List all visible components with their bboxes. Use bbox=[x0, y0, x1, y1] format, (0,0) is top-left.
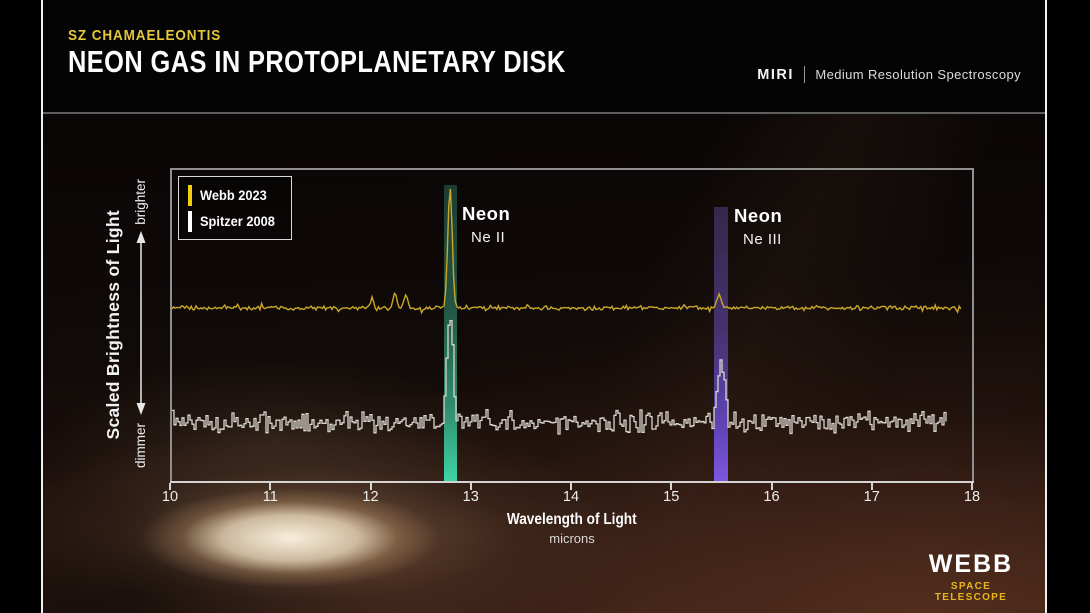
x-tick-mark bbox=[169, 483, 171, 490]
annotation-ne3-subtitle: Ne III bbox=[743, 231, 782, 248]
x-tick-labels: 10 11 12 13 14 15 16 17 18 bbox=[162, 489, 980, 507]
annotation-ne3-title: Neon bbox=[734, 205, 783, 226]
x-tick-label: 10 bbox=[161, 489, 179, 505]
header: SZ CHAMAELEONTIS NEON GAS IN PROTOPLANET… bbox=[43, 0, 1045, 114]
y-axis-title-text: Scaled Brightness of Light bbox=[102, 209, 123, 440]
x-tick-marks bbox=[169, 483, 974, 491]
neon-ne3-highlight-band bbox=[714, 207, 728, 481]
x-tick-mark bbox=[269, 483, 272, 490]
instrument-mode: Medium Resolution Spectroscopy bbox=[815, 67, 1021, 82]
brighter-text: brighter bbox=[132, 179, 148, 225]
legend-spitzer-label: Spitzer 2008 bbox=[199, 213, 275, 229]
x-tick-mark bbox=[469, 483, 472, 490]
annotation-ne2: Neon Ne II bbox=[462, 203, 510, 246]
x-tick-label: 17 bbox=[863, 489, 880, 505]
instrument-info: MIRI Medium Resolution Spectroscopy bbox=[757, 66, 1021, 83]
dimmer-text: dimmer bbox=[132, 423, 148, 469]
left-frame-line bbox=[41, 0, 43, 613]
y-axis-dimmer-label: dimmer bbox=[130, 418, 150, 474]
webb-logo-name: WEBB bbox=[928, 550, 1014, 578]
x-tick-label: 16 bbox=[763, 489, 780, 505]
spitzer-line-swatch-icon bbox=[188, 210, 192, 232]
legend-item-webb: Webb 2023 bbox=[188, 184, 282, 206]
webb-logo-tagline: SPACE TELESCOPE bbox=[934, 581, 1008, 603]
x-axis-title-text: Wavelength of Light bbox=[507, 511, 637, 528]
page-title-text: NEON GAS IN PROTOPLANETARY DISK bbox=[68, 44, 566, 79]
y-axis-brighter-label: brighter bbox=[130, 170, 150, 234]
x-tick-label: 13 bbox=[462, 489, 479, 505]
x-tick-label: 15 bbox=[663, 489, 680, 505]
x-tick-label: 14 bbox=[562, 489, 580, 505]
spectra-plot bbox=[171, 188, 962, 435]
page-title: NEON GAS IN PROTOPLANETARY DISK bbox=[68, 44, 675, 80]
target-name: SZ CHAMAELEONTIS bbox=[68, 27, 238, 44]
x-tick-mark bbox=[369, 483, 372, 490]
x-tick-mark bbox=[971, 483, 973, 490]
x-tick-mark bbox=[870, 483, 873, 490]
disk-illustration-background bbox=[43, 114, 1045, 613]
y-axis-title: Scaled Brightness of Light bbox=[100, 168, 126, 481]
target-name-text: SZ CHAMAELEONTIS bbox=[68, 27, 222, 44]
annotation-ne2-title: Neon bbox=[462, 203, 511, 224]
right-frame-line bbox=[1045, 0, 1047, 613]
legend: Webb 2023 Spitzer 2008 bbox=[178, 176, 292, 240]
x-tick-mark bbox=[670, 483, 673, 490]
instrument-name: MIRI bbox=[757, 66, 794, 83]
x-tick-mark bbox=[770, 483, 773, 490]
legend-webb-label: Webb 2023 bbox=[199, 187, 267, 203]
x-axis-line bbox=[170, 481, 974, 483]
x-tick-label: 12 bbox=[362, 489, 379, 505]
legend-item-spitzer: Spitzer 2008 bbox=[188, 210, 282, 232]
x-tick-mark bbox=[570, 483, 572, 490]
x-tick-label: 18 bbox=[963, 489, 981, 505]
x-tick-label: 11 bbox=[262, 489, 278, 505]
spectrum-trace-spitzer-2008 bbox=[172, 319, 947, 435]
x-axis-unit: microns bbox=[549, 531, 595, 546]
y-axis-arrow-icon bbox=[136, 231, 146, 415]
spectrum-trace-webb-2023 bbox=[171, 188, 962, 315]
instrument-divider bbox=[803, 66, 806, 83]
webb-logo: WEBB SPACE TELESCOPE bbox=[916, 550, 1026, 603]
annotation-ne3: Neon Ne III bbox=[734, 205, 782, 248]
webb-line-swatch-icon bbox=[188, 184, 192, 206]
plot-frame bbox=[170, 168, 974, 483]
annotation-ne2-subtitle: Ne II bbox=[471, 229, 506, 246]
x-axis-title: Wavelength of Light bbox=[430, 511, 714, 529]
